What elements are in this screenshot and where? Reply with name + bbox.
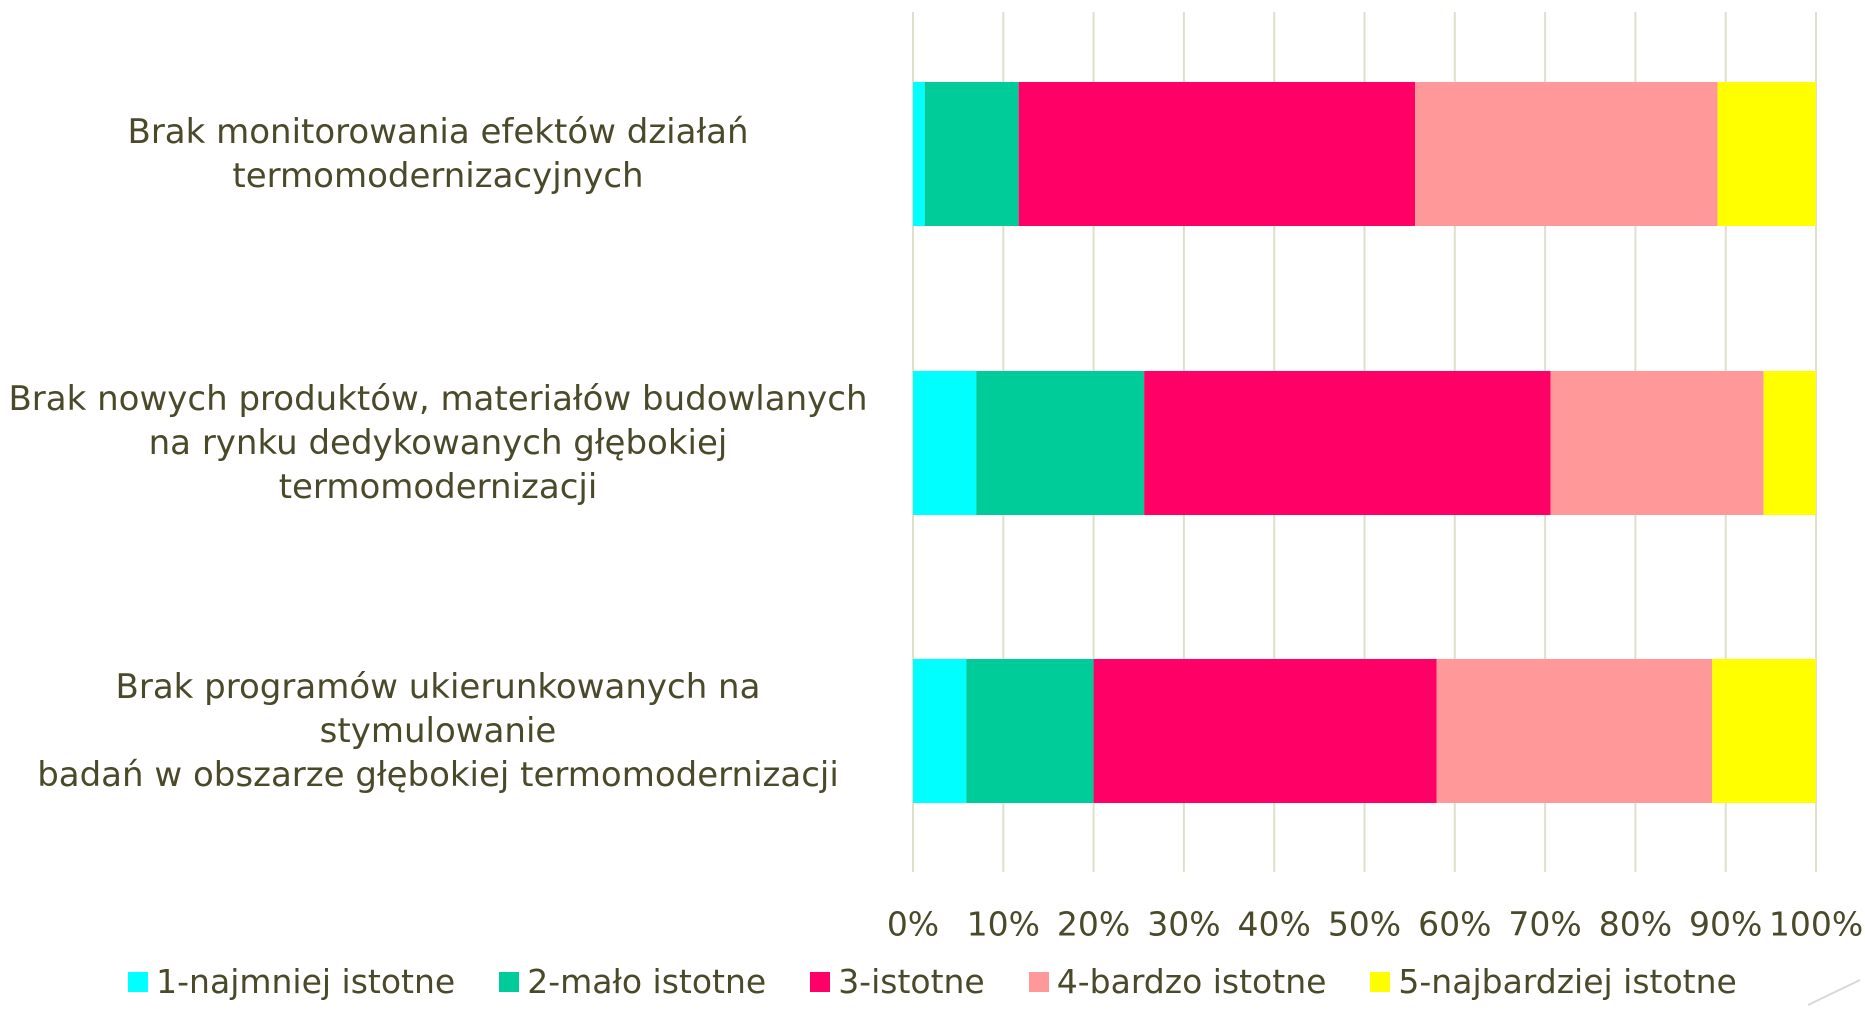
bar-segment [1144, 371, 1551, 515]
x-tick-label: 60% [1418, 905, 1491, 944]
legend-item: 5-najbardziej istotne [1370, 962, 1737, 1001]
legend: 1-najmniej istotne 2-mało istotne 3-istotn… [0, 962, 1865, 1001]
bar-segment [1436, 659, 1713, 803]
x-tick-label: 20% [1057, 905, 1130, 944]
bar-segment [924, 82, 1019, 226]
legend-swatch [128, 971, 149, 992]
legend-swatch [810, 971, 831, 992]
x-tick-label: 50% [1328, 905, 1401, 944]
bar-segment [1093, 659, 1437, 803]
legend-swatch [499, 971, 520, 992]
legend-label: 5-najbardziej istotne [1398, 962, 1737, 1001]
bar-segment [1763, 371, 1816, 515]
corner-decoration [1807, 979, 1861, 1006]
legend-item: 3-istotne [810, 962, 985, 1001]
x-tick-label: 80% [1599, 905, 1672, 944]
x-tick-label: 70% [1508, 905, 1581, 944]
x-tick-label: 30% [1147, 905, 1220, 944]
bar-segment [966, 659, 1094, 803]
x-tick-label: 10% [967, 905, 1040, 944]
legend-label: 1-najmniej istotne [156, 962, 456, 1001]
x-tick-label: 100% [1769, 905, 1863, 944]
x-tick-label: 40% [1238, 905, 1311, 944]
bar-segment [1712, 659, 1816, 803]
legend-swatch [1370, 971, 1391, 992]
x-tick-label: 0% [887, 905, 939, 944]
legend-swatch [1028, 971, 1049, 992]
bar-segment [1717, 82, 1816, 226]
bar-segment [1018, 82, 1416, 226]
legend-label: 3-istotne [838, 962, 985, 1001]
legend-label: 2-mało istotne [527, 962, 767, 1001]
legend-item: 1-najmniej istotne [128, 962, 455, 1001]
x-tick-label: 90% [1689, 905, 1762, 944]
category-label: Brak nowych produktów, materiałów budowl… [8, 379, 868, 507]
bar-segment [976, 371, 1145, 515]
legend-item: 2-mało istotne [499, 962, 766, 1001]
bar-segment [913, 371, 977, 515]
bar-segment [1415, 82, 1718, 226]
bar-segment [913, 659, 967, 803]
category-label: Brak programów ukierunkowanych na stymul… [37, 667, 839, 795]
category-label: Brak monitorowania efektów działań termo… [127, 112, 749, 196]
legend-label: 4-bardzo istotne [1056, 962, 1327, 1001]
bar-segment [1550, 371, 1764, 515]
bar-segment [913, 82, 925, 226]
legend-item: 4-bardzo istotne [1028, 962, 1327, 1001]
